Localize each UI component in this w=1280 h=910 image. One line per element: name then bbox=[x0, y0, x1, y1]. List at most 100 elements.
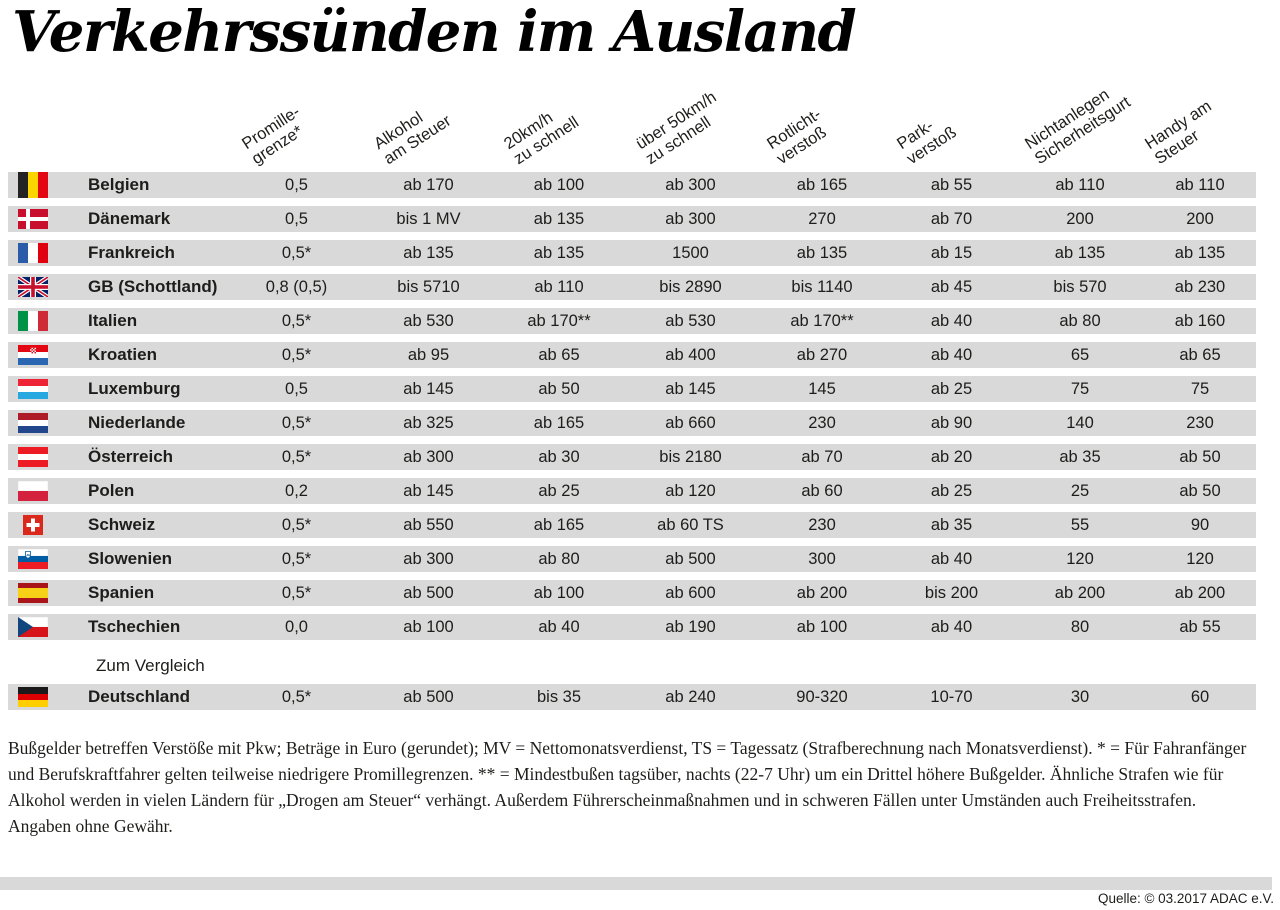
table-row: Deutschland 0,5* ab 500 bis 35 ab 240 90-320 1… bbox=[8, 684, 1256, 711]
table-row: Tschechien 0,0 ab 100 ab 40 ab 190 ab 100 ab 4… bbox=[8, 614, 1256, 641]
flag-lu-icon bbox=[18, 379, 48, 400]
bottom-divider bbox=[0, 877, 1272, 890]
fine-value: 80 bbox=[1070, 617, 1090, 636]
fine-value: 0,5* bbox=[281, 345, 312, 364]
column-header-label: über 50km/h zu schnell bbox=[632, 87, 720, 169]
fine-value: ab 80 bbox=[1059, 311, 1101, 330]
fine-value: ab 40 bbox=[538, 617, 580, 636]
fine-value: 140 bbox=[1066, 413, 1094, 432]
fine-value: 10-70 bbox=[930, 687, 973, 706]
fine-value: ab 50 bbox=[1179, 481, 1221, 500]
flag-fr-icon bbox=[18, 243, 48, 264]
table-row: Schweiz 0,5* ab 550 ab 165 ab 60 TS 230 ab 35 5… bbox=[8, 512, 1256, 539]
fine-value: ab 135 bbox=[533, 209, 585, 228]
fine-value: ab 100 bbox=[796, 617, 848, 636]
fine-value: ab 135 bbox=[533, 243, 585, 262]
fine-value: 0,5* bbox=[281, 549, 312, 568]
column-header-label: 20km/h zu schnell bbox=[500, 108, 583, 169]
table-row: Niederlande 0,5* ab 325 ab 165 ab 660 230 ab 9… bbox=[8, 410, 1256, 437]
fine-value: 120 bbox=[1186, 549, 1214, 568]
table-row: Kroatien 0,5* ab 95 ab 65 ab 400 ab 270 ab 40 6… bbox=[8, 342, 1256, 369]
country-name: Belgien bbox=[88, 175, 150, 195]
comparison-body: Deutschland 0,5* ab 500 bis 35 ab 240 90-320 1… bbox=[8, 684, 1280, 711]
fine-value: bis 2180 bbox=[659, 447, 722, 466]
fine-value: ab 170 bbox=[403, 175, 454, 194]
flag-pl-icon bbox=[18, 481, 48, 502]
country-name: Dänemark bbox=[88, 209, 171, 229]
fine-value: ab 300 bbox=[665, 209, 716, 228]
country-name: Niederlande bbox=[88, 413, 186, 433]
fine-value: ab 110 bbox=[1175, 175, 1225, 194]
country-name: GB (Schottland) bbox=[88, 277, 218, 297]
fine-value: bis 5710 bbox=[397, 277, 460, 296]
column-header-label: Alkohol am Steuer bbox=[370, 108, 455, 169]
flag-cell bbox=[8, 172, 80, 199]
fine-value: ab 145 bbox=[665, 379, 716, 398]
table-row: Österreich 0,5* ab 300 ab 30 bis 2180 ab 70 ab… bbox=[8, 444, 1256, 471]
fine-value: ab 40 bbox=[930, 549, 973, 568]
fine-value: 25 bbox=[1070, 481, 1090, 500]
fine-value: 55 bbox=[1070, 515, 1090, 534]
fine-value: 0,2 bbox=[285, 481, 308, 500]
fine-value: ab 300 bbox=[403, 549, 454, 568]
fine-value: 30 bbox=[1070, 687, 1090, 706]
fine-value: ab 30 bbox=[538, 447, 580, 466]
fine-value: ab 230 bbox=[1174, 277, 1226, 296]
column-header: 20km/h zu schnell bbox=[494, 68, 624, 172]
fine-value: ab 50 bbox=[1179, 447, 1221, 466]
fine-value: ab 270 bbox=[796, 345, 848, 364]
fine-value: 90-320 bbox=[796, 687, 848, 706]
fine-value: ab 170** bbox=[527, 311, 591, 330]
fine-value: ab 145 bbox=[403, 481, 454, 500]
flag-at-icon bbox=[18, 447, 48, 468]
fine-value: ab 530 bbox=[665, 311, 716, 330]
fine-value: ab 110 bbox=[1055, 175, 1105, 194]
fine-value: ab 25 bbox=[930, 481, 973, 500]
flag-dk-icon bbox=[18, 209, 48, 230]
fine-value: ab 165 bbox=[533, 413, 585, 432]
fine-value: 230 bbox=[808, 515, 836, 534]
fine-value: ab 25 bbox=[538, 481, 580, 500]
fine-value: 0,5 bbox=[285, 379, 308, 398]
flag-cell bbox=[8, 274, 80, 300]
table-row: Polen 0,2 ab 145 ab 25 ab 120 ab 60 ab 25 25 ab … bbox=[8, 478, 1256, 505]
country-name: Frankreich bbox=[88, 243, 175, 263]
flag-ch-icon bbox=[23, 515, 43, 536]
fine-value: ab 110 bbox=[534, 277, 584, 296]
column-header-label: Handy am Steuer bbox=[1141, 96, 1215, 169]
fine-value: ab 65 bbox=[538, 345, 580, 364]
fine-value: ab 15 bbox=[930, 243, 973, 262]
fine-value: 0,5* bbox=[281, 447, 312, 466]
fine-value: 75 bbox=[1190, 379, 1210, 398]
country-name: Österreich bbox=[88, 447, 174, 467]
flag-cell bbox=[8, 614, 80, 640]
flag-cell bbox=[8, 478, 80, 504]
header-spacer bbox=[8, 68, 80, 172]
flag-cell bbox=[8, 580, 80, 606]
fine-value: ab 35 bbox=[930, 515, 973, 534]
flag-cell bbox=[8, 444, 80, 470]
fine-value: ab 70 bbox=[930, 209, 973, 228]
fine-value: ab 35 bbox=[1059, 447, 1101, 466]
fine-value: ab 20 bbox=[930, 447, 973, 466]
fine-value: ab 300 bbox=[665, 175, 716, 194]
fine-value: ab 530 bbox=[403, 311, 454, 330]
flag-cell bbox=[8, 512, 80, 538]
fine-value: ab 100 bbox=[403, 617, 454, 636]
flag-si-icon bbox=[18, 549, 48, 570]
fine-value: 200 bbox=[1066, 209, 1094, 228]
fine-value: ab 550 bbox=[403, 515, 454, 534]
fine-value: ab 500 bbox=[665, 549, 716, 568]
fine-value: ab 325 bbox=[403, 413, 454, 432]
fine-value: bis 570 bbox=[1053, 277, 1107, 296]
fine-value: ab 90 bbox=[930, 413, 973, 432]
fine-value: ab 80 bbox=[538, 549, 580, 568]
flag-cell bbox=[8, 342, 80, 368]
fine-value: 0,5* bbox=[281, 687, 312, 706]
fine-value: ab 120 bbox=[665, 481, 716, 500]
fine-value: ab 500 bbox=[403, 687, 454, 706]
fine-value: ab 40 bbox=[930, 311, 973, 330]
column-header: Handy am Steuer bbox=[1141, 68, 1256, 172]
fine-value: ab 100 bbox=[533, 583, 585, 602]
country-name: Spanien bbox=[88, 583, 155, 603]
